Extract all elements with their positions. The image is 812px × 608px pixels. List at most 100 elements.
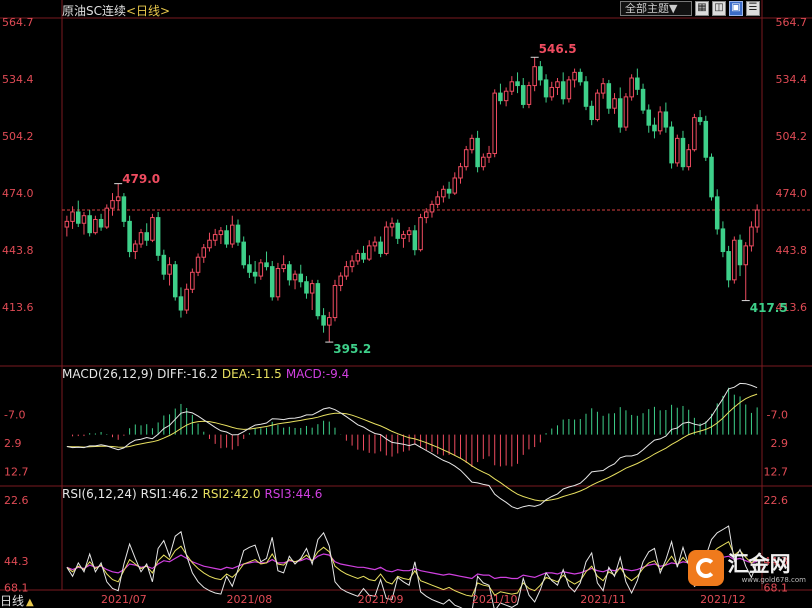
candle-body [606,83,612,109]
candle-body [418,217,423,251]
theme-select[interactable]: 全部主题▼ [620,1,692,16]
candle-body [172,264,178,298]
chart-title: 原油SC连续<日线> [62,2,170,19]
price-axis-label: 564.7 [776,16,808,29]
candle-body [692,117,697,151]
candle-body [93,218,98,234]
axis-labels: 564.7 564.7 534.4 534.4 504.2 504.2 474.0 474.0… [2,16,808,606]
candle-body [543,79,549,98]
candle-body [384,226,389,254]
candle-body [389,222,395,228]
candle-body [258,262,264,277]
candle-body [241,241,246,266]
candle-body [737,239,743,266]
candle-body [435,196,440,205]
candle-body [401,234,406,239]
candle-body [269,266,275,298]
candle-body [349,260,355,268]
candle-body [709,156,714,198]
candle-body [600,83,606,94]
candle-body [406,230,412,236]
candle-body [657,111,663,132]
candle-body [338,275,343,286]
period-tab[interactable]: 日线 ▲ [0,592,50,608]
candle-body [70,211,75,222]
candle-body [714,196,720,230]
rsi-axis-label: 44.3 [764,555,789,568]
recent-low-label: 417.5 [749,300,788,315]
candle-body [144,232,149,241]
candle-body [218,230,224,236]
candle-body [452,177,458,194]
candle-body [754,209,760,228]
candle-body [743,245,749,266]
candle-body [612,98,617,109]
candle-body [446,188,452,194]
candle-body [110,200,115,209]
macd-diff-line [66,382,758,510]
candle-body [87,215,92,234]
candle-body [640,88,646,111]
price-axis-label: 534.4 [2,73,34,86]
candle-body [212,234,218,241]
candle-body [560,81,566,100]
price-axis-label: 413.6 [776,301,808,314]
grid-tool-button[interactable]: ▦ [695,1,709,16]
candle-body [275,268,281,298]
macd-axis-label: 12.7 [4,465,29,478]
candle-body [121,196,127,222]
period-label[interactable]: <日线> [126,4,171,18]
candle-body [372,241,378,247]
candle-body [726,251,731,281]
macd-axis-label: 12.7 [764,465,789,478]
macd-header: MACD(26,12,9) DIFF:-16.2 DEA:-11.5 MACD:-9.… [62,367,353,381]
list-tool-button[interactable]: ☰ [746,1,760,16]
candle-body [412,230,418,251]
price-axis-label: 474.0 [2,187,34,200]
candle-body [703,120,709,158]
price-axis-label: 443.8 [776,244,808,257]
candle-body [595,92,600,121]
high-jul-label: 479.0 [122,171,161,186]
candle-body [675,137,680,164]
candle-body [104,207,110,228]
candle-body [292,273,298,281]
macd-dea-line [66,393,758,502]
candle-body [315,283,321,317]
macd-name: MACD(26,12,9) [62,367,154,381]
candle-body [304,281,309,294]
split-tool-button[interactable]: ◫ [712,1,726,16]
candle-body [697,117,703,122]
macd-indicator [66,382,758,510]
price-axis-label: 504.2 [2,130,34,143]
candle-body [190,271,195,290]
price-candles [62,56,812,343]
candle-body [441,188,446,198]
candle-body [589,105,594,121]
candle-body [663,111,669,128]
candle-body [309,283,315,294]
price-axis-label: 413.6 [2,301,34,314]
macd-axis-label: -7.0 [4,408,25,421]
macd-dea-value: DEA:-11.5 [221,367,282,381]
candle-body [549,86,555,98]
candle-body [344,266,349,277]
candle-body [133,243,138,253]
candle-body [150,217,155,241]
candle-body [572,71,577,81]
candle-body [646,109,652,126]
watermark-url: www.gold678.com [741,575,806,584]
layout-tool-button[interactable]: ▣ [729,1,743,16]
macd-axis-label: 22.6 [4,494,29,507]
candle-body [355,252,361,262]
candle-body [515,81,520,87]
candle-body [583,81,589,107]
candle-body [532,66,537,87]
candle-body [161,254,167,275]
high-price-label: 546.5 [538,42,577,57]
candle-body [749,226,754,247]
watermark-icon [688,550,724,586]
chart-toolbar: 全部主题▼ ▦ ◫ ▣ ☰ [620,1,760,17]
candle-body [526,85,532,105]
rsi3-line [66,553,758,580]
